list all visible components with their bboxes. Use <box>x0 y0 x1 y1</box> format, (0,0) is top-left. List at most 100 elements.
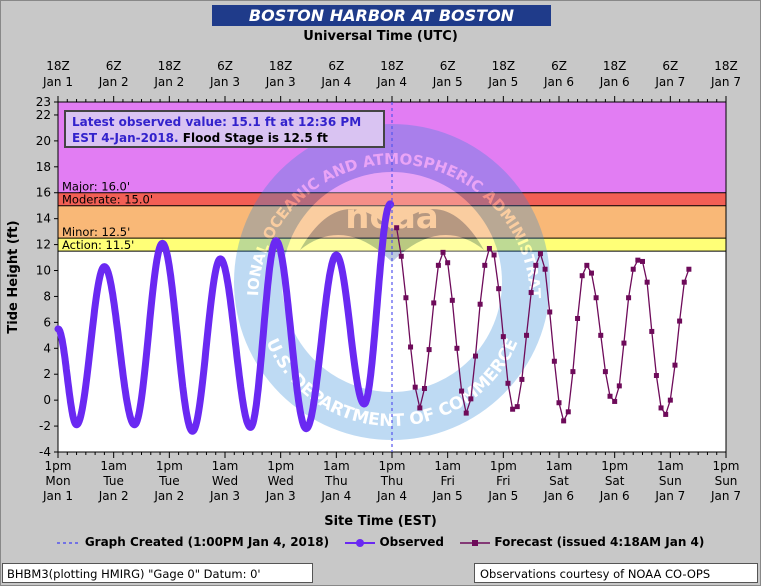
forecast-point <box>473 353 478 359</box>
x-tick-label: Jan 6 <box>543 489 574 503</box>
forecast-point <box>510 406 516 412</box>
y-tick-label: 16 <box>36 186 51 200</box>
forecast-point <box>621 340 627 346</box>
forecast-point <box>528 290 534 296</box>
flood-label-minor: Minor: 12.5' <box>62 225 130 239</box>
x-tick-label: 1pm <box>379 459 406 473</box>
forecast-point <box>588 270 594 276</box>
x-tick-label: Sat <box>549 474 569 488</box>
forecast-point <box>449 297 455 303</box>
y-tick-label: 2 <box>43 367 51 381</box>
forecast-point <box>686 266 692 272</box>
legend: Graph Created (1:00PM Jan 4, 2018) Obser… <box>0 535 761 549</box>
x-tick-label-top: Jan 7 <box>710 75 741 89</box>
forecast-point <box>459 388 465 394</box>
x-tick-label: Tue <box>102 474 124 488</box>
forecast-point <box>412 384 418 390</box>
x-tick-label: 1pm <box>713 459 740 473</box>
forecast-point <box>454 345 460 351</box>
forecast-point <box>537 251 543 257</box>
forecast-point <box>667 397 673 403</box>
forecast-point <box>542 266 548 272</box>
y-tick-label: 23 <box>36 95 51 109</box>
forecast-point <box>598 332 604 338</box>
forecast-point <box>431 300 437 306</box>
forecast-point <box>524 332 530 338</box>
x-tick-label: Wed <box>268 474 294 488</box>
x-tick-label-top: Jan 1 <box>42 75 73 89</box>
x-tick-label: Sun <box>659 474 682 488</box>
y-axis-title: Tide Height (ft) <box>6 220 21 333</box>
x-tick-label-top: 6Z <box>662 59 678 73</box>
x-tick-label-top: Jan 3 <box>265 75 296 89</box>
y-tick-label: 8 <box>43 289 51 303</box>
legend-created: Graph Created (1:00PM Jan 4, 2018) <box>56 535 334 549</box>
forecast-point <box>653 373 659 379</box>
flood-band-action <box>58 238 726 252</box>
forecast-point <box>640 258 645 264</box>
x-tick-label-top: 18Z <box>380 59 404 73</box>
x-tick-label: 1pm <box>45 459 72 473</box>
forecast-point <box>421 385 427 391</box>
x-tick-label: Jan 3 <box>209 489 240 503</box>
y-tick-label: 10 <box>36 264 51 278</box>
forecast-point <box>681 279 687 285</box>
x-tick-label-top: Jan 2 <box>98 75 129 89</box>
forecast-point <box>570 369 576 375</box>
forecast-point <box>500 334 506 340</box>
x-tick-label: 1am <box>212 459 239 473</box>
x-tick-label-top: Jan 6 <box>599 75 630 89</box>
x-tick-label: Tue <box>158 474 180 488</box>
x-tick-label: Jan 2 <box>98 489 129 503</box>
forecast-point <box>672 362 678 368</box>
x-tick-label: Jan 3 <box>265 489 296 503</box>
forecast-point <box>556 400 562 406</box>
dashed-line-icon <box>56 541 81 544</box>
forecast-point <box>616 383 622 389</box>
forecast-point <box>482 262 488 268</box>
x-tick-label: 1pm <box>601 459 628 473</box>
info-line2-date: EST 4-Jan-2018. <box>72 131 179 145</box>
x-tick-label-top: 18Z <box>492 59 516 73</box>
latest-observation-box: Latest observed value: 15.1 ft at 12:36 … <box>64 110 385 148</box>
x-tick-label: Jan 5 <box>432 489 463 503</box>
forecast-point <box>398 253 404 259</box>
info-line1: Latest observed value: 15.1 ft at 12:36 … <box>72 115 362 129</box>
forecast-point <box>579 273 585 279</box>
forecast-point <box>635 257 641 263</box>
forecast-point <box>519 376 525 382</box>
forecast-point <box>491 252 497 258</box>
y-tick-label: 14 <box>36 212 51 226</box>
x-tick-label-top: 6Z <box>440 59 456 73</box>
forecast-point <box>477 301 483 307</box>
x-tick-label-top: Jan 5 <box>487 75 518 89</box>
forecast-point <box>403 295 409 301</box>
x-tick-label: Fri <box>496 474 510 488</box>
forecast-line-icon <box>460 539 491 546</box>
forecast-point <box>496 286 502 292</box>
y-tick-label: 12 <box>36 238 51 252</box>
x-tick-label-top: 6Z <box>106 59 122 73</box>
x-tick-label: Jan 4 <box>320 489 351 503</box>
y-tick-label: 0 <box>43 393 51 407</box>
forecast-point <box>644 279 650 285</box>
flood-label-moderate: Moderate: 15.0' <box>62 193 153 207</box>
forecast-point <box>630 266 636 272</box>
forecast-point <box>505 380 511 386</box>
x-tick-label: 1am <box>546 459 573 473</box>
x-tick-label: Jan 7 <box>710 489 741 503</box>
x-tick-label-top: Jan 6 <box>543 75 574 89</box>
forecast-point <box>435 262 441 268</box>
forecast-point <box>514 404 520 410</box>
forecast-point <box>575 315 581 321</box>
y-tick-label: -2 <box>39 419 51 433</box>
x-tick-label-top: Jan 7 <box>654 75 685 89</box>
x-tick-label: Thu <box>324 474 348 488</box>
y-tick-label: 6 <box>43 315 51 329</box>
x-tick-label: Thu <box>380 474 404 488</box>
forecast-point <box>593 295 599 301</box>
x-tick-label: Jan 4 <box>376 489 407 503</box>
x-tick-label: 1pm <box>156 459 183 473</box>
top-axis-title: Universal Time (UTC) <box>303 29 458 44</box>
x-tick-label-top: 6Z <box>217 59 233 73</box>
